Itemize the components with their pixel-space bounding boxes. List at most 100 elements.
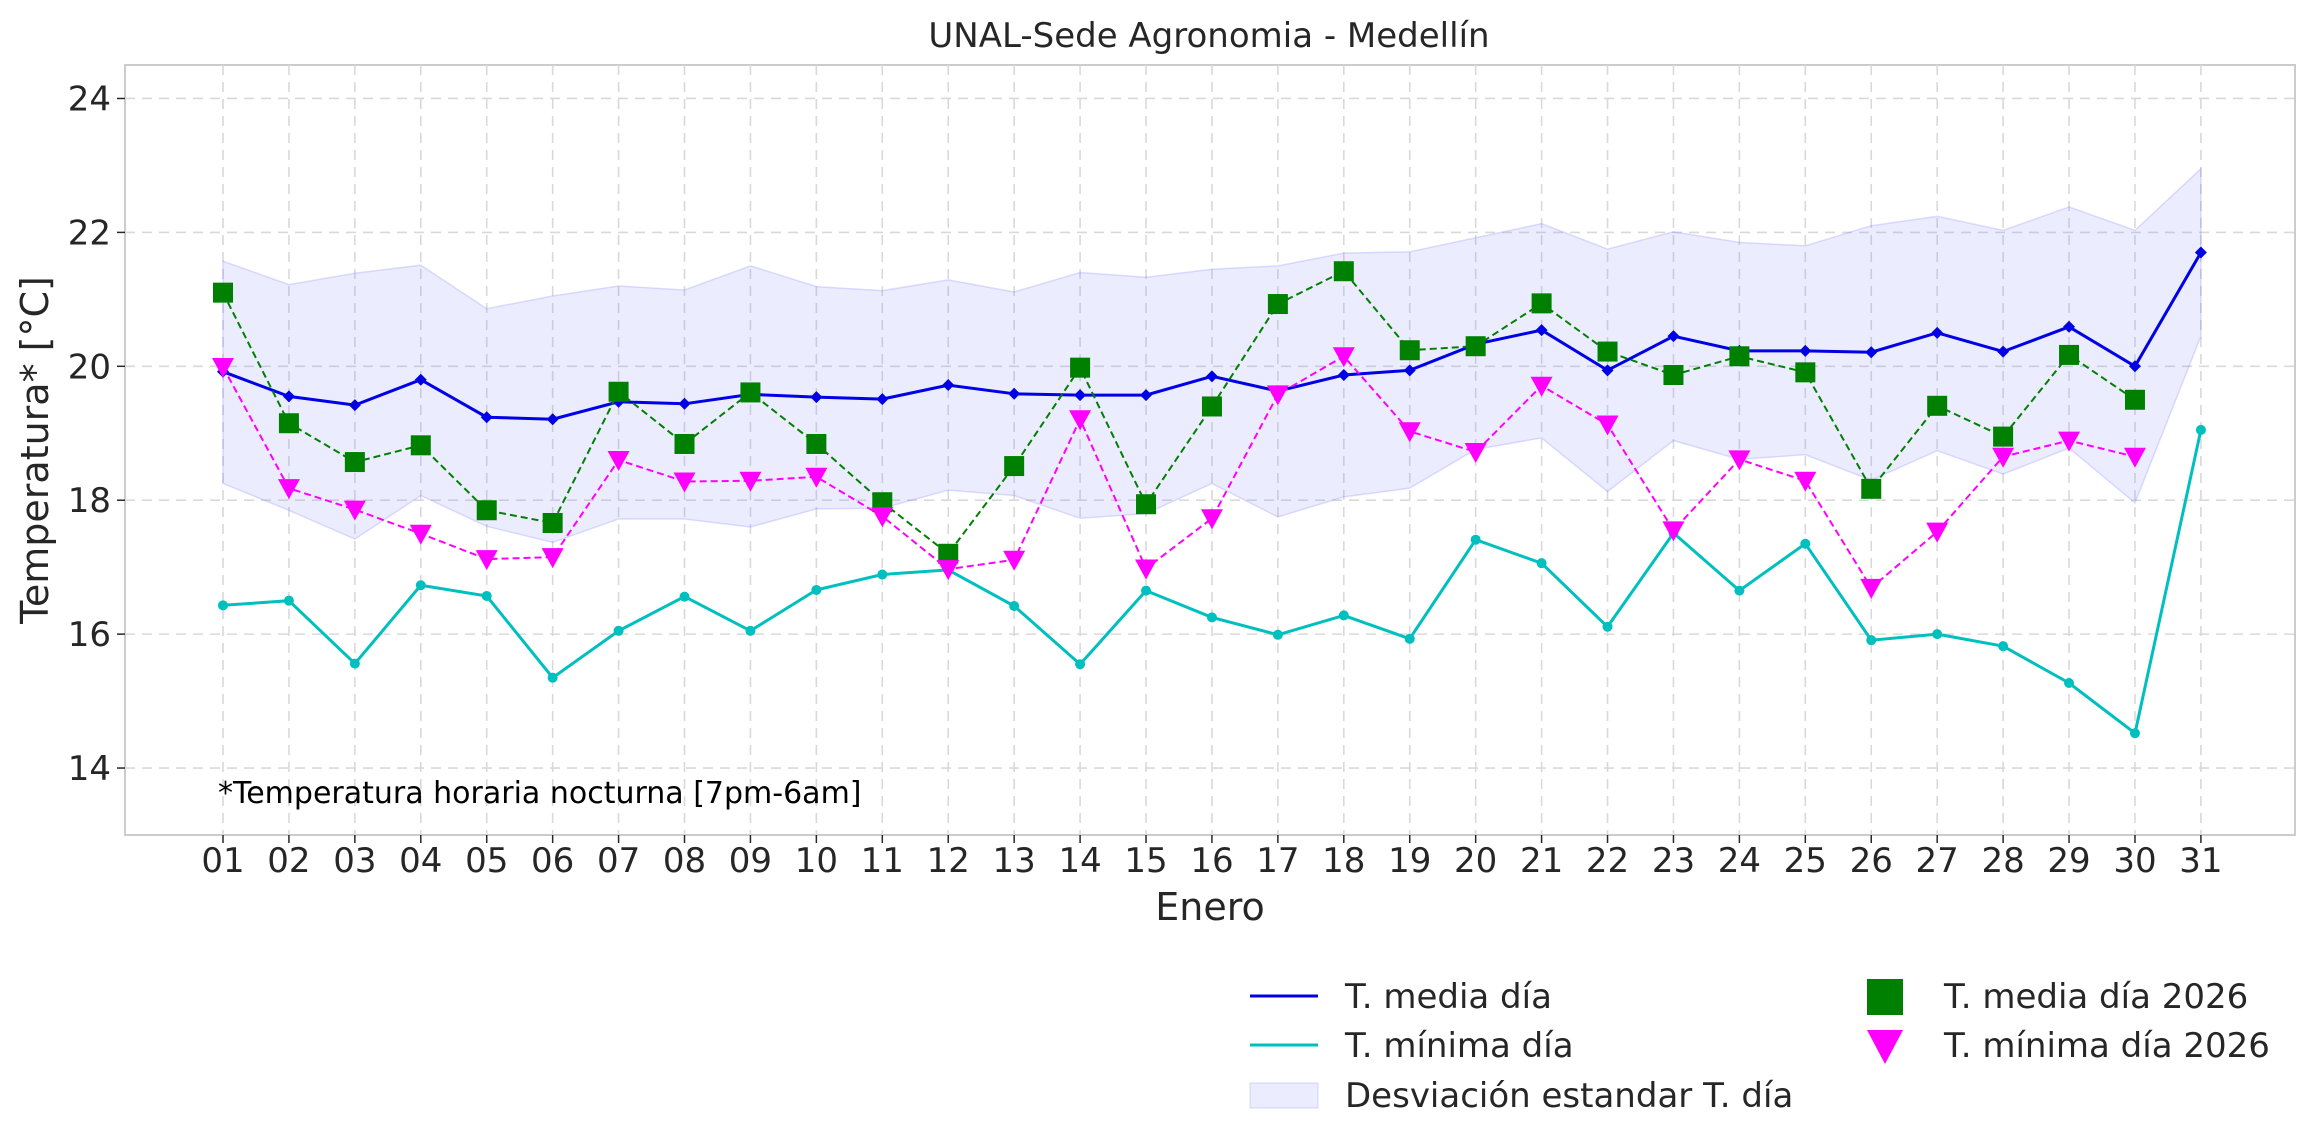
minima-2026-point xyxy=(1596,415,1619,436)
x-tick-label: 21 xyxy=(1520,841,1563,881)
minima-2026-point xyxy=(1332,347,1355,368)
minima-point xyxy=(1141,585,1152,596)
minima-2026-point xyxy=(1069,410,1092,431)
legend-label-media: T. media día xyxy=(1344,977,1552,1017)
minima-point xyxy=(283,595,294,606)
x-tick-label: 02 xyxy=(267,841,310,881)
minima-point xyxy=(2129,728,2140,739)
media-2026-point xyxy=(806,433,827,454)
minima-2026-point xyxy=(1135,559,1158,580)
x-tick-label: 30 xyxy=(2113,841,2156,881)
legend-swatch-media-2026 xyxy=(1867,979,1903,1015)
x-tick-label: 27 xyxy=(1916,841,1959,881)
minima-2026-point xyxy=(1530,376,1553,397)
x-axis-ticks: 01 02 03 04 05 06 07 08 09 10 11 12 13 14 15 16 17 18 19 20… xyxy=(201,835,2223,881)
minima-2026-point xyxy=(343,500,366,521)
y-axis-label: Temperatura* [°C] xyxy=(13,276,57,625)
minima-2026-point xyxy=(607,451,630,472)
x-tick-label: 01 xyxy=(201,841,244,881)
minima-point xyxy=(1272,629,1283,640)
series-line-diamond xyxy=(217,246,2207,426)
x-tick-label: 08 xyxy=(663,841,706,881)
media-2026-point xyxy=(542,512,563,533)
minima-point xyxy=(613,625,624,636)
minima-2026-point xyxy=(409,524,432,545)
media-2026-point xyxy=(1993,426,2014,447)
media-point xyxy=(1205,370,1218,383)
media-2026-point xyxy=(410,435,431,456)
media-2026-point xyxy=(1861,478,1882,499)
series-dashed-square xyxy=(213,261,2145,564)
media-2026-point xyxy=(1399,340,1420,361)
minima-point xyxy=(1866,635,1877,646)
media-2026-point xyxy=(872,492,893,513)
x-tick-label: 04 xyxy=(399,841,442,881)
chart-title: UNAL-Sede Agronomia - Medellín xyxy=(928,16,1489,56)
media-2026-point xyxy=(1201,396,1222,417)
minima-point xyxy=(745,625,756,636)
media-2026-point xyxy=(278,413,299,434)
minima-2026-point xyxy=(2123,447,2146,468)
x-tick-label: 31 xyxy=(2179,841,2222,881)
legend-label-minima: T. mínima día xyxy=(1344,1026,1574,1066)
media-point xyxy=(942,379,955,392)
media-point xyxy=(1865,346,1878,359)
minima-2026-point xyxy=(937,560,960,581)
minima-point xyxy=(1800,538,1811,549)
minima-point xyxy=(2195,424,2206,435)
media-point xyxy=(1140,389,1153,402)
media-point xyxy=(1008,387,1021,400)
minima-2026-point xyxy=(212,357,234,378)
x-tick-label: 19 xyxy=(1388,841,1431,881)
media-point xyxy=(1601,364,1614,377)
media-point xyxy=(2194,246,2207,259)
legend-item-minima: T. mínima día xyxy=(1250,1026,1574,1066)
media-point xyxy=(810,391,823,404)
media-point xyxy=(1535,324,1548,337)
media-2026-point xyxy=(1267,294,1288,315)
minima-point xyxy=(1602,621,1613,632)
x-tick-label: 25 xyxy=(1784,841,1827,881)
dashed-triangle-line xyxy=(222,355,2136,590)
minima-2026-point xyxy=(673,472,696,493)
legend-item-media: T. media día xyxy=(1250,977,1552,1017)
media-2026-point xyxy=(1333,261,1354,282)
media-point xyxy=(1997,345,2010,358)
minima-2026-point xyxy=(871,507,894,528)
media-point xyxy=(1799,344,1812,357)
legend-swatch-minima-2026 xyxy=(1867,1030,1903,1064)
minima-point xyxy=(218,600,228,611)
minima-point xyxy=(1075,659,1086,670)
minima-2026-point xyxy=(1728,450,1751,471)
minima-point xyxy=(679,591,690,602)
x-axis-label: Enero xyxy=(1155,885,1265,929)
minima-point xyxy=(811,584,822,595)
minima-point xyxy=(1206,612,1217,623)
media-2026-point xyxy=(1004,456,1025,477)
minima-point xyxy=(415,580,426,591)
legend-label-std: Desviación estandar T. día xyxy=(1345,1076,1793,1116)
minima-point xyxy=(1470,534,1481,545)
minima-point xyxy=(1404,633,1415,644)
x-tick-label: 12 xyxy=(927,841,970,881)
minima-2026-point xyxy=(1003,550,1026,571)
minima-point xyxy=(1338,610,1349,621)
media-2026-point xyxy=(1597,341,1618,362)
x-tick-label: 11 xyxy=(861,841,904,881)
chart-annotation: *Temperatura horaria nocturna [7pm-6am] xyxy=(218,776,862,811)
media-2026-point xyxy=(608,381,629,402)
minima-2026-point xyxy=(739,471,762,492)
series-dashed-triangle xyxy=(212,347,2146,599)
y-axis-ticks: 14 16 18 20 22 24 xyxy=(68,79,125,789)
media-point xyxy=(678,397,691,410)
minima-2026-point xyxy=(1926,522,1949,543)
media-point xyxy=(480,411,493,424)
legend-label-media-2026: T. media día 2026 xyxy=(1943,977,2248,1017)
series-layer xyxy=(212,246,2207,739)
minima-2026-point xyxy=(1992,447,2015,468)
legend-label-minima-2026: T. mínima día 2026 xyxy=(1943,1026,2270,1066)
x-tick-label: 03 xyxy=(333,841,376,881)
minima-2026-point xyxy=(1464,443,1487,464)
x-tick-label: 20 xyxy=(1454,841,1497,881)
media-2026-point xyxy=(476,500,497,521)
